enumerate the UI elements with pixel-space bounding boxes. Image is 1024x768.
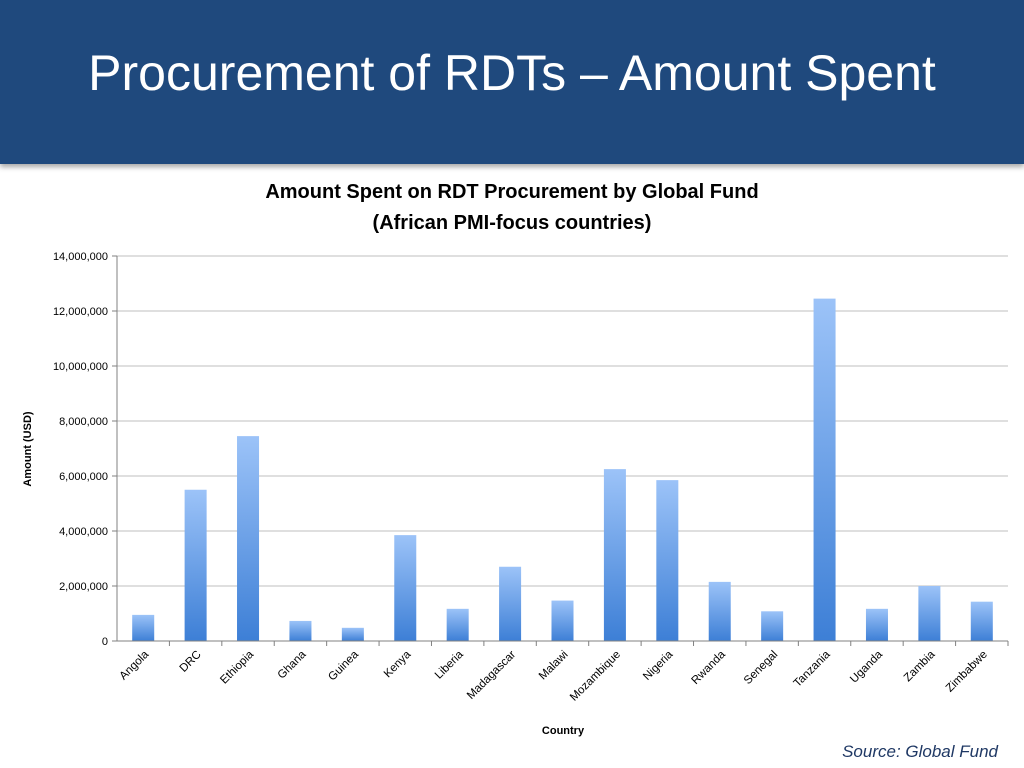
bar-kenya	[394, 535, 417, 641]
bar-drc	[184, 489, 207, 641]
y-tick-label: 14,000,000	[53, 251, 108, 263]
x-tick-label: Nigeria	[641, 648, 676, 683]
gridlines	[117, 255, 1008, 587]
bar-malawi	[551, 600, 574, 641]
x-tick-label: Zimbabwe	[944, 649, 990, 695]
x-tick-label: Zambia	[902, 648, 938, 684]
x-tick-label: Senegal	[742, 649, 780, 687]
y-tick-label: 12,000,000	[53, 306, 108, 318]
x-tick-label: Angola	[118, 648, 152, 682]
y-tick-label: 2,000,000	[59, 581, 108, 593]
y-tick-label: 10,000,000	[53, 361, 108, 373]
axes: 0 2,000,000 4,000,000 6,000,000 8,000,000 10,…	[22, 251, 1009, 737]
bar-guinea	[341, 627, 364, 641]
bar-nigeria	[656, 480, 679, 641]
chart-title: Amount Spent on RDT Procurement by Globa…	[265, 181, 759, 203]
x-tick-label: Liberia	[433, 648, 466, 681]
y-tick-label: 6,000,000	[59, 471, 108, 483]
slide-header	[0, 0, 1024, 164]
bar-madagascar	[499, 566, 522, 641]
bar-senegal	[761, 611, 784, 641]
x-tick-label: Malawi	[537, 649, 571, 683]
x-tick-label: Rwanda	[690, 648, 729, 687]
bar-mozambique	[603, 469, 626, 641]
source-note: Source: Global Fund	[842, 742, 998, 761]
bar-zambia	[918, 586, 941, 641]
x-tick-label: Tanzania	[792, 648, 833, 689]
x-tick-label: Madagascar	[465, 649, 518, 702]
x-tick-label: Ethiopia	[218, 648, 256, 686]
x-tick-label: Kenya	[382, 648, 414, 680]
x-tick-label: Uganda	[848, 648, 885, 685]
x-tick-label: Guinea	[326, 648, 361, 683]
bar-rwanda	[708, 581, 731, 641]
y-tick-label: 8,000,000	[59, 416, 108, 428]
y-tick-label: 4,000,000	[59, 526, 108, 538]
y-tick-label: 0	[102, 636, 108, 648]
slide-title: Procurement of RDTs – Amount Spent	[88, 45, 936, 101]
bar-ethiopia	[237, 436, 260, 641]
bar-tanzania	[813, 298, 836, 641]
bars	[132, 298, 993, 641]
y-axis-title: Amount (USD)	[22, 411, 34, 486]
bar-liberia	[446, 608, 469, 641]
bar-uganda	[865, 608, 888, 641]
x-tick-label: DRC	[178, 649, 204, 675]
x-tick-label: Mozambique	[568, 649, 623, 704]
bar-angola	[132, 614, 155, 641]
x-tick-label: Ghana	[276, 648, 309, 681]
bar-zimbabwe	[970, 601, 993, 641]
x-axis-title: Country	[542, 725, 585, 737]
chart-subtitle: (African PMI-focus countries)	[372, 212, 652, 234]
bar-ghana	[289, 620, 312, 641]
